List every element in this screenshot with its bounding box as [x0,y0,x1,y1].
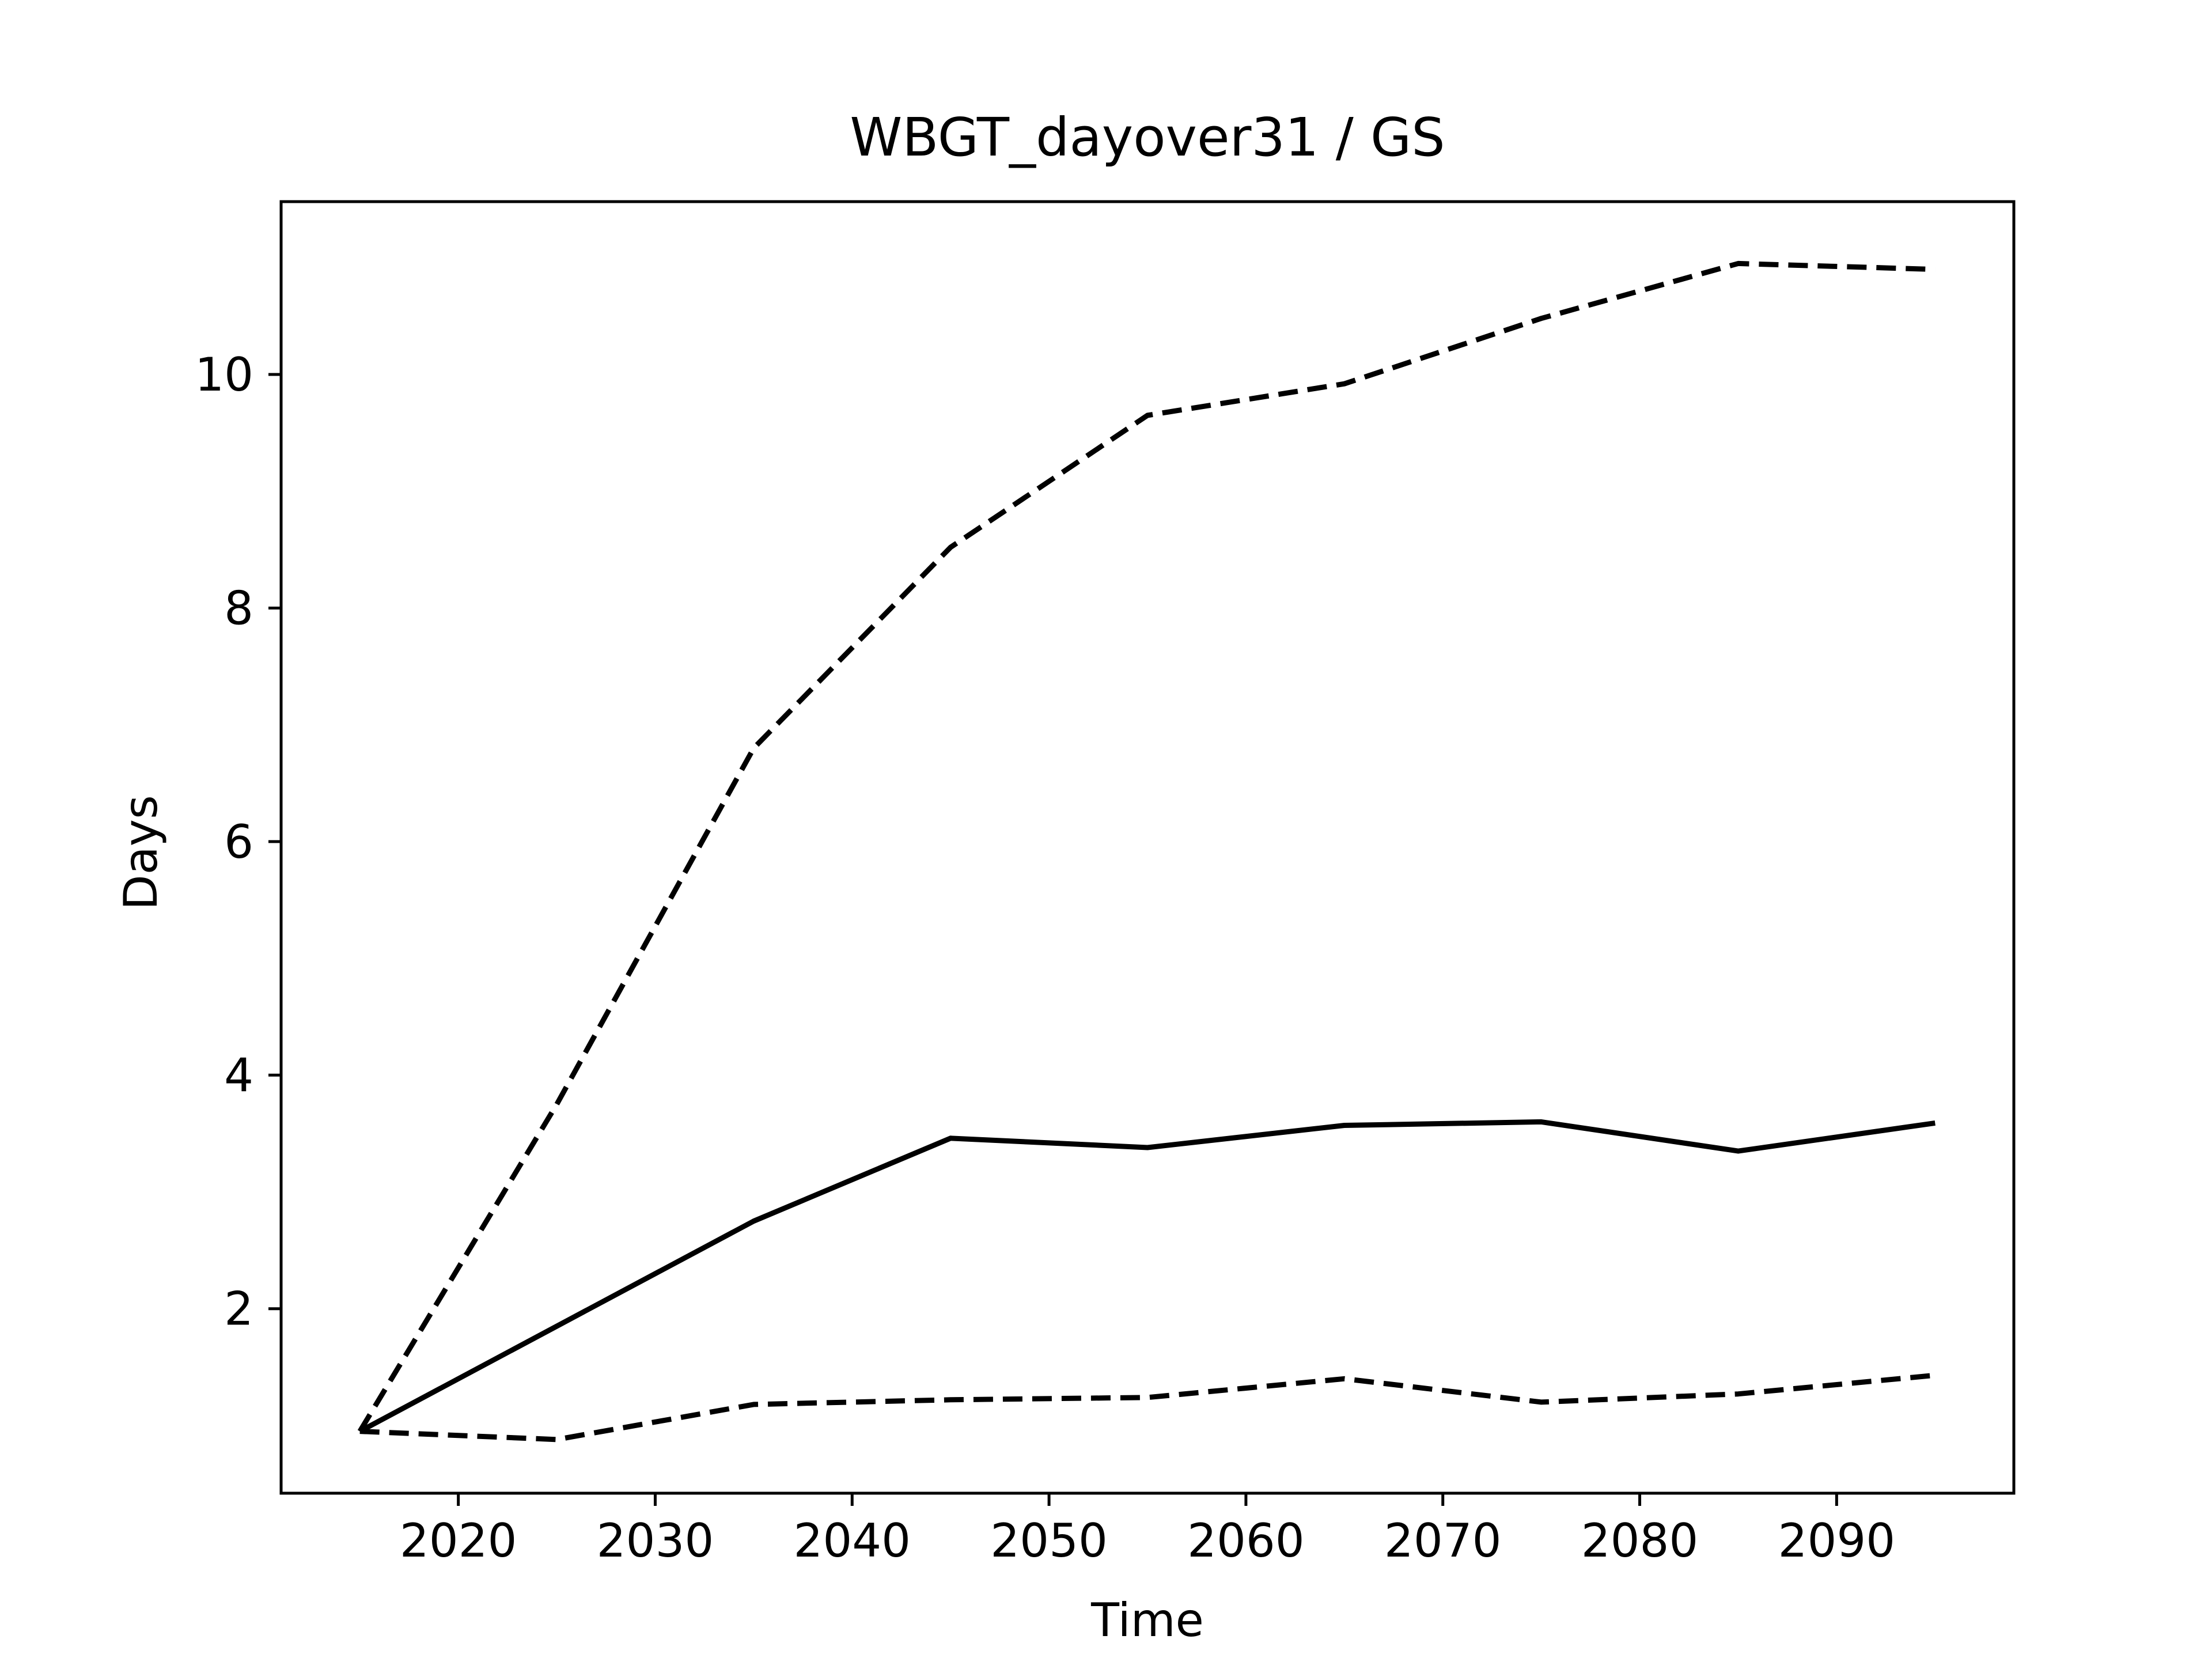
x-axis-label: Time [1090,1593,1204,1647]
upper-dashed-series-line [357,260,1936,1433]
series-lines [357,260,1936,1443]
x-tick-label: 2090 [1778,1514,1896,1568]
x-tick-label: 2080 [1581,1514,1699,1568]
x-tick-label: 2040 [793,1514,911,1568]
y-axis-label: Days [114,795,168,910]
x-tick-label: 2050 [990,1514,1108,1568]
median-solid-series-line [358,1119,1936,1434]
x-tick-label: 2060 [1187,1514,1305,1568]
axis-ticks: 2020 2030 2040 2050 2060 2070 2080 2090 2 4 6 8 10 [195,348,1895,1568]
plot-area-frame [279,200,2016,1495]
y-tick-label: 4 [224,1048,253,1102]
lower-dashed-series-line [359,1372,1936,1443]
y-tick-label: 10 [195,348,253,402]
x-tick-label: 2030 [597,1514,714,1568]
x-tick-label: 2020 [400,1514,517,1568]
y-tick-label: 6 [224,815,253,869]
y-tick-label: 8 [224,581,253,635]
x-tick-label: 2070 [1384,1514,1502,1568]
y-tick-label: 2 [224,1282,253,1336]
chart-title: WBGT_dayover31 / GS [850,107,1445,168]
